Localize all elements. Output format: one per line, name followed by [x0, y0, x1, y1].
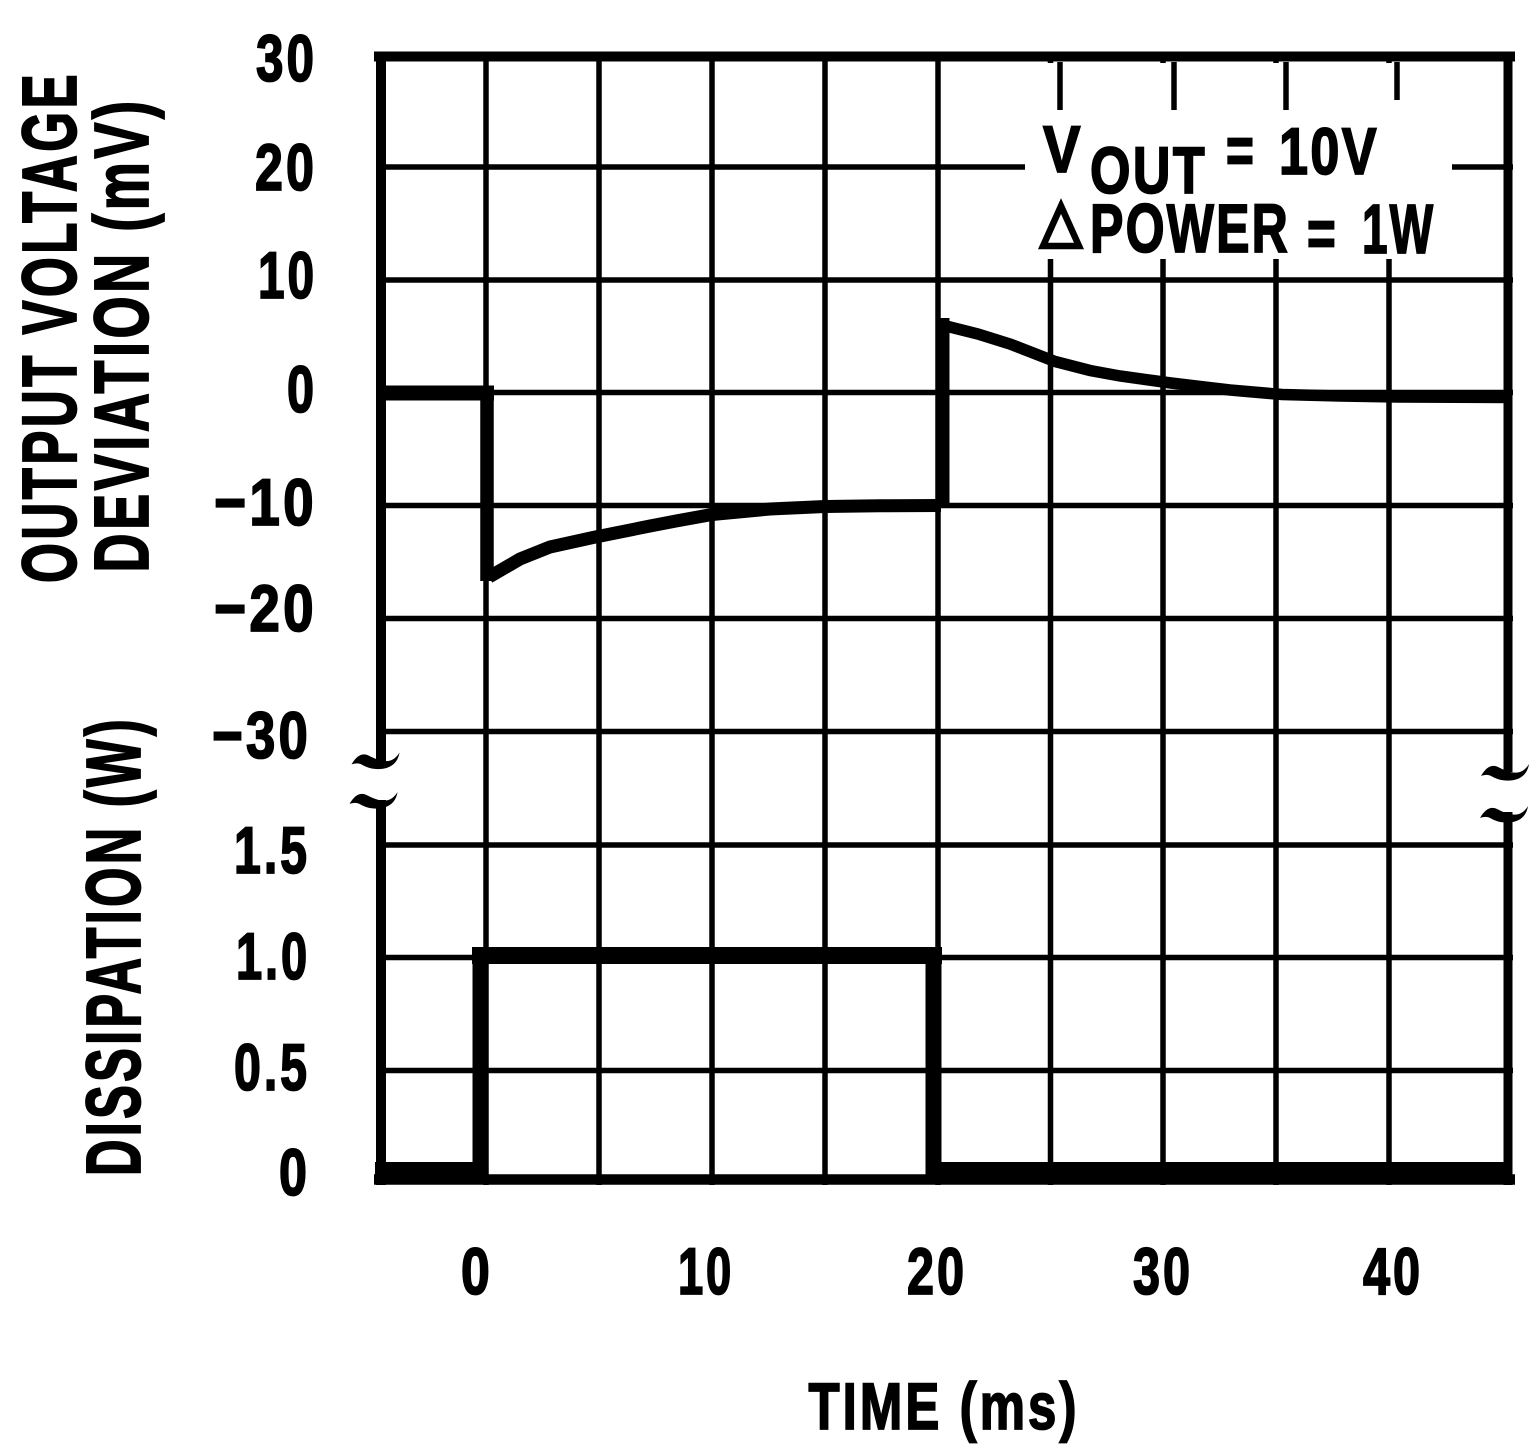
svg-text:−20: −20: [214, 571, 317, 645]
svg-text:10: 10: [258, 238, 317, 312]
svg-text:0: 0: [279, 1135, 310, 1209]
svg-text:20: 20: [907, 1234, 967, 1308]
svg-text:DISSIPATION (W): DISSIPATION (W): [71, 716, 157, 1176]
svg-text:30: 30: [256, 21, 317, 95]
svg-text:30: 30: [1133, 1234, 1193, 1308]
svg-text:10: 10: [678, 1234, 734, 1308]
svg-text:V: V: [1043, 112, 1083, 186]
svg-text:0.5: 0.5: [234, 1030, 310, 1104]
svg-text:POWER: POWER: [1090, 190, 1290, 267]
svg-text:1W: 1W: [1362, 190, 1435, 268]
svg-text:DEVIATION (mV): DEVIATION (mV): [79, 98, 165, 573]
svg-text:OUTPUT VOLTAGE: OUTPUT VOLTAGE: [7, 71, 93, 583]
svg-text:OUT: OUT: [1090, 133, 1207, 207]
svg-text:TIME (ms): TIME (ms): [809, 1369, 1080, 1443]
svg-text:40: 40: [1363, 1234, 1423, 1308]
svg-text:=: =: [1226, 113, 1256, 187]
svg-text:=: =: [1307, 196, 1338, 270]
svg-text:10V: 10V: [1279, 114, 1379, 188]
svg-text:−10: −10: [214, 465, 317, 539]
svg-text:1.5: 1.5: [234, 813, 310, 887]
svg-text:0: 0: [461, 1234, 493, 1308]
svg-text:1.0: 1.0: [236, 919, 310, 993]
svg-text:0: 0: [287, 352, 317, 426]
svg-text:20: 20: [255, 130, 317, 204]
svg-text:−30: −30: [212, 698, 311, 772]
